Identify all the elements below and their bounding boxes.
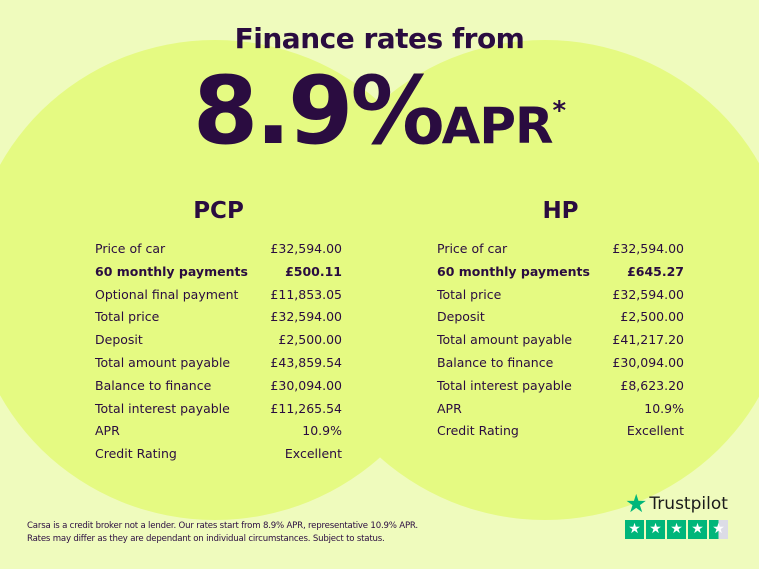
rating-star-icon: ★ [688, 520, 707, 539]
pcp-row: Total interest payable £11,265.54 [95, 398, 342, 421]
disclaimer-line-2: Rates may differ as they are dependant o… [27, 534, 385, 544]
row-label: Deposit [95, 332, 143, 348]
pcp-row: Optional final payment £11,853.05 [95, 284, 342, 307]
pcp-row: 60 monthly payments £500.11 [95, 261, 342, 284]
hp-row: Total amount payable £41,217.20 [437, 329, 684, 352]
hp-table: HP Price of car £32,594.00 60 monthly paym… [437, 198, 684, 443]
row-label: Price of car [95, 241, 166, 256]
pcp-row: Credit Rating Excellent [95, 443, 342, 466]
row-label: Total amount payable [437, 332, 573, 348]
row-label: Balance to finance [437, 354, 554, 370]
row-value: £43,859.54 [270, 354, 342, 370]
row-label: Total amount payable [95, 354, 231, 370]
disclaimer: Carsa is a credit broker not a lender. O… [27, 520, 418, 546]
row-label: Credit Rating [437, 423, 519, 439]
row-label: APR [95, 423, 120, 439]
row-value: £500.11 [285, 263, 342, 279]
disclaimer-line-1: Carsa is a credit broker not a lender. O… [27, 521, 418, 531]
row-value: £30,094.00 [270, 377, 342, 393]
row-label: Balance to finance [95, 377, 212, 393]
hp-row: Total interest payable £8,623.20 [437, 375, 684, 398]
hp-row: Price of car £32,594.00 [437, 238, 684, 261]
hp-row: Balance to finance £30,094.00 [437, 352, 684, 375]
row-value: £30,094.00 [612, 354, 684, 370]
apr-label: APR [441, 97, 554, 155]
hp-row: Credit Rating Excellent [437, 420, 684, 443]
hp-row: Deposit £2,500.00 [437, 306, 684, 329]
pcp-row: Deposit £2,500.00 [95, 329, 342, 352]
rate-value: 8.9% [192, 57, 445, 166]
row-value: Excellent [284, 446, 342, 462]
row-value: £32,594.00 [270, 241, 342, 256]
rating-star-icon: ★ [646, 520, 665, 539]
row-value: Excellent [626, 423, 684, 439]
trustpilot-logo: ★ Trustpilot [625, 489, 728, 518]
row-value: £32,594.00 [612, 241, 684, 256]
row-label: Total interest payable [437, 377, 572, 393]
row-value: 10.9% [644, 400, 684, 416]
pcp-row: Price of car £32,594.00 [95, 238, 342, 261]
row-label: Deposit [437, 309, 485, 325]
pcp-table: PCP Price of car £32,594.00 60 monthly pay… [95, 198, 342, 466]
trustpilot-star-icon: ★ [625, 489, 648, 518]
hp-row: 60 monthly payments £645.27 [437, 261, 684, 284]
row-value: £2,500.00 [620, 309, 684, 325]
pcp-row: Total amount payable £43,859.54 [95, 352, 342, 375]
asterisk: * [552, 96, 567, 126]
row-label: Total price [437, 286, 502, 302]
row-label: Price of car [437, 241, 508, 256]
row-label: 60 monthly payments [437, 263, 590, 279]
row-label: Credit Rating [95, 446, 177, 462]
pcp-row: APR 10.9% [95, 420, 342, 443]
headline-rate: 8.9%APR* [0, 62, 759, 162]
row-value: £11,265.54 [270, 400, 342, 416]
row-label: 60 monthly payments [95, 263, 248, 279]
rating-star-icon: ★ [667, 520, 686, 539]
row-value: 10.9% [302, 423, 342, 439]
pcp-row: Balance to finance £30,094.00 [95, 375, 342, 398]
row-label: APR [437, 400, 462, 416]
hp-title: HP [542, 198, 579, 224]
trustpilot-rating: ★ ★ ★ ★ ★ [625, 520, 728, 539]
row-value: £8,623.20 [620, 377, 684, 393]
row-value: £2,500.00 [278, 332, 342, 348]
hp-row: APR 10.9% [437, 398, 684, 421]
pcp-title: PCP [193, 198, 244, 224]
headline: Finance rates from [234, 22, 525, 55]
row-value: £32,594.00 [270, 309, 342, 325]
row-value: £32,594.00 [612, 286, 684, 302]
trustpilot-badge[interactable]: ★ Trustpilot ★ ★ ★ ★ ★ [625, 489, 728, 539]
row-label: Total interest payable [95, 400, 230, 416]
row-value: £41,217.20 [612, 332, 684, 348]
row-value: £645.27 [627, 263, 684, 279]
pcp-row: Total price £32,594.00 [95, 306, 342, 329]
hp-row: Total price £32,594.00 [437, 284, 684, 307]
row-label: Total price [95, 309, 160, 325]
rating-star-icon: ★ [625, 520, 644, 539]
trustpilot-label: Trustpilot [649, 494, 728, 514]
rating-star-icon: ★ [709, 520, 728, 539]
row-value: £11,853.05 [270, 286, 342, 302]
background-circle-right [300, 40, 759, 520]
row-label: Optional final payment [95, 286, 239, 302]
